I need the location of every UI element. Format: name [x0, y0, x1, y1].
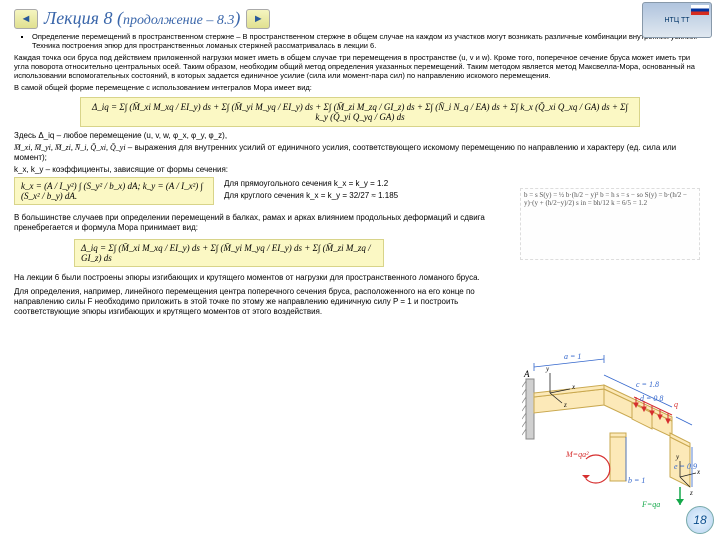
dim-c: c = 1.8: [636, 380, 659, 389]
k-formula: k_x = (A / I_y²) ∫ (S_y² / b_x) dA; k_y …: [14, 177, 214, 205]
title-cont: продолжение – 8.3: [123, 13, 234, 28]
intro-bullet: Определение перемещений в пространственн…: [32, 33, 706, 50]
intro-p2: Каждая точка оси бруса под действием при…: [14, 54, 706, 80]
svg-text:y: y: [545, 365, 550, 373]
note-delta: Здесь Δ_iq – любое перемещение (u, v, w,…: [14, 131, 706, 141]
label-M: M=qa²: [565, 450, 589, 459]
dim-e: e = 0.9: [674, 462, 697, 471]
lecture6-ref: На лекции 6 были построены эпюры изгибаю…: [14, 273, 494, 283]
note-terms: M̄_xi, M̄_yi, M̄_zi, N̄_i, Q̄_xi, Q̄_yi …: [14, 143, 706, 163]
title-main: Лекция 8 (: [44, 8, 123, 28]
term-symbols: M̄_xi, M̄_yi, M̄_zi, N̄_i, Q̄_xi, Q̄_yi: [14, 143, 126, 152]
intro-p3: В самой общей форме перемещение с исполь…: [14, 84, 706, 93]
lecture-title: Лекция 8 (продолжение – 8.3): [44, 8, 240, 29]
simplification-note: В большинстве случаев при определении пе…: [14, 213, 504, 233]
definition-para: Для определения, например, линейного пер…: [14, 287, 494, 317]
title-close: ): [234, 8, 240, 28]
note-k: k_x, k_y – коэффициенты, зависящие от фо…: [14, 165, 706, 175]
label-q: q: [674, 400, 678, 409]
page-number: 18: [686, 506, 714, 534]
mohr-full-formula: Δ_iq = Σ∫ (M̄_xi M_xq / EI_y) ds + Σ∫ (M…: [80, 97, 640, 127]
title-bar: ◄ Лекция 8 (продолжение – 8.3) ►: [14, 8, 706, 29]
dim-a: a = 1: [564, 352, 581, 361]
spatial-beam-diagram: A y x z y x z q: [522, 349, 702, 514]
logo-text: НТЦ ТТ: [664, 17, 689, 24]
intro-list: Определение перемещений в пространственн…: [14, 33, 706, 50]
label-F: F=qa: [641, 500, 660, 509]
handwritten-derivation: b = s S(y) = ½ b·(h/2 − y)² b = h s = s …: [520, 188, 700, 260]
flag-icon: [691, 5, 709, 15]
svg-text:z: z: [689, 489, 693, 497]
next-button[interactable]: ►: [246, 9, 270, 29]
label-A: A: [523, 369, 530, 379]
dim-d: d = 0.8: [640, 394, 663, 403]
note-delta-text: Здесь Δ_iq – любое перемещение (u, v, w,…: [14, 131, 227, 140]
dim-b: b = 1: [628, 476, 645, 485]
prev-button[interactable]: ◄: [14, 9, 38, 29]
mohr-short-formula: Δ_iq = Σ∫ (M̄_xi M_xq / EI_y) ds + Σ∫ (M…: [74, 239, 384, 267]
app-logo: НТЦ ТТ: [642, 2, 712, 38]
svg-text:z: z: [563, 401, 567, 409]
